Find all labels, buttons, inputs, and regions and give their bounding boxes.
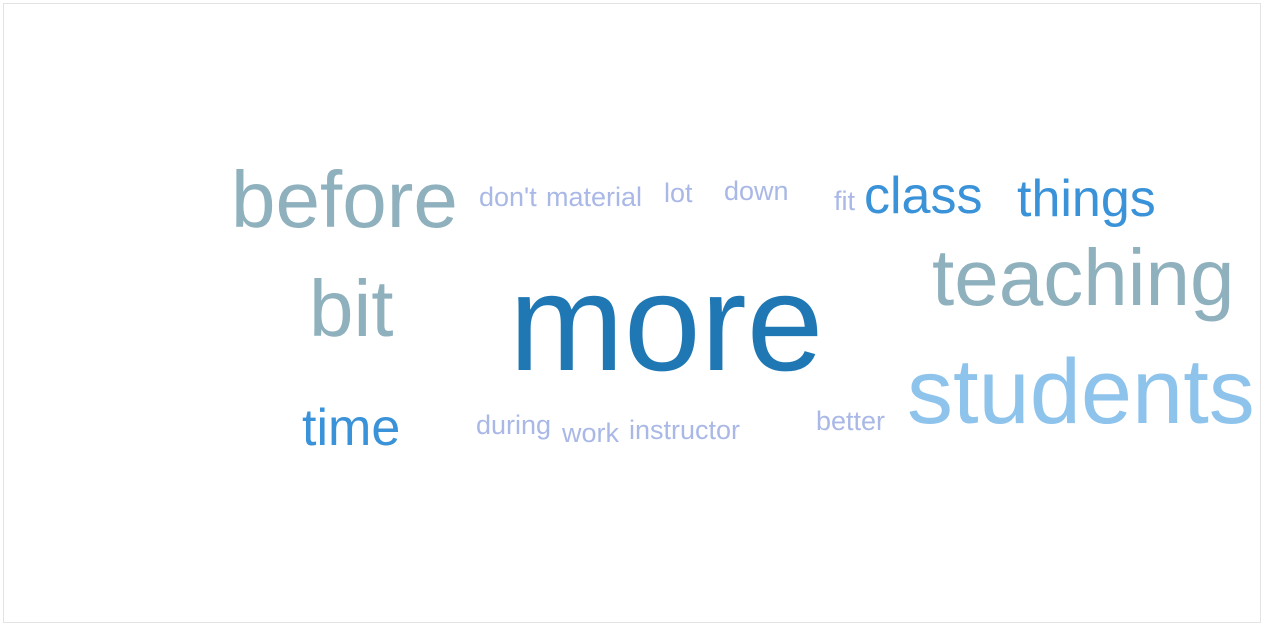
word-things: things (1017, 173, 1156, 225)
word-teaching: teaching (932, 238, 1234, 318)
word-during: during (476, 412, 551, 439)
word-class: class (864, 170, 982, 222)
word-instructor: instructor (629, 417, 740, 444)
word-fit: fit (834, 188, 855, 215)
word-down: down (724, 178, 789, 205)
word-cloud-panel: more before bit teaching students class … (3, 3, 1261, 623)
word-more: more (509, 254, 823, 392)
word-material: material (546, 184, 642, 211)
word-bit: bit (309, 269, 394, 349)
word-time: time (302, 402, 400, 454)
word-students: students (907, 346, 1255, 438)
word-better: better (816, 408, 885, 435)
word-before: before (231, 160, 458, 240)
word-dont: don't (479, 184, 537, 211)
word-work: work (562, 420, 619, 447)
word-lot: lot (664, 180, 693, 207)
